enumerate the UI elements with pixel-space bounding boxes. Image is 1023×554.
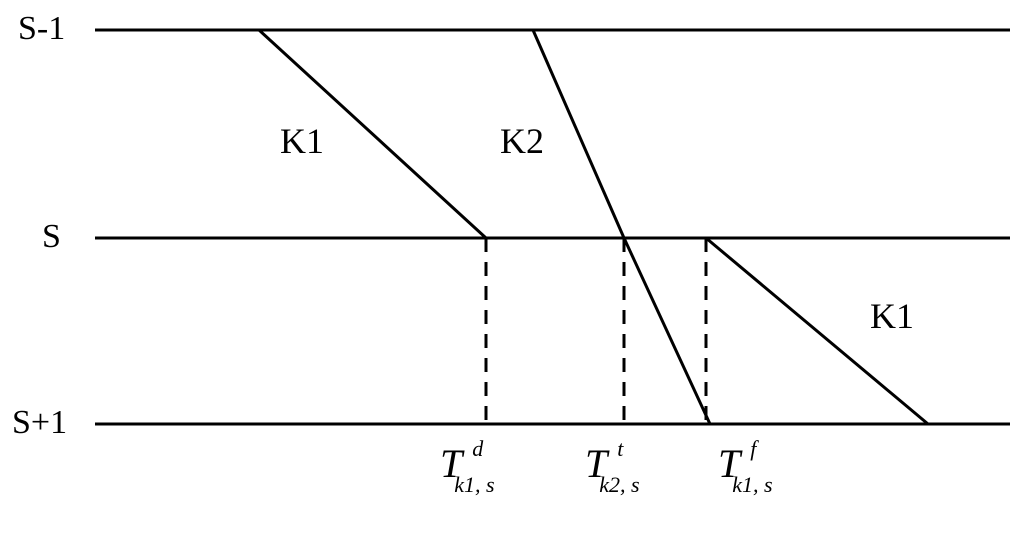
t1-sub: k1, s <box>454 474 494 496</box>
train-k2-lower <box>624 238 710 424</box>
station-label-bot: S+1 <box>12 404 67 442</box>
line-label-k1-b: K1 <box>870 295 914 337</box>
train-k2-upper <box>533 30 624 238</box>
line-label-k2-a: K2 <box>500 120 544 162</box>
time-label-t1: T d k1, s <box>440 440 507 487</box>
t2-sub: k2, s <box>599 474 639 496</box>
t1-sup: d <box>472 438 512 460</box>
diagram-canvas: S-1 S S+1 K1 K2 K1 T d k1, s T t k2, s T… <box>0 0 1023 554</box>
time-label-t2: T t k2, s <box>585 440 652 487</box>
station-label-mid: S <box>42 218 61 256</box>
station-label-top: S-1 <box>18 10 65 48</box>
line-label-k1-a: K1 <box>280 120 324 162</box>
t3-sup: f <box>750 438 790 460</box>
t3-sub: k1, s <box>732 474 772 496</box>
time-label-t3: T f k1, s <box>718 440 785 487</box>
t2-sup: t <box>617 438 657 460</box>
diagram-svg <box>0 0 1023 554</box>
